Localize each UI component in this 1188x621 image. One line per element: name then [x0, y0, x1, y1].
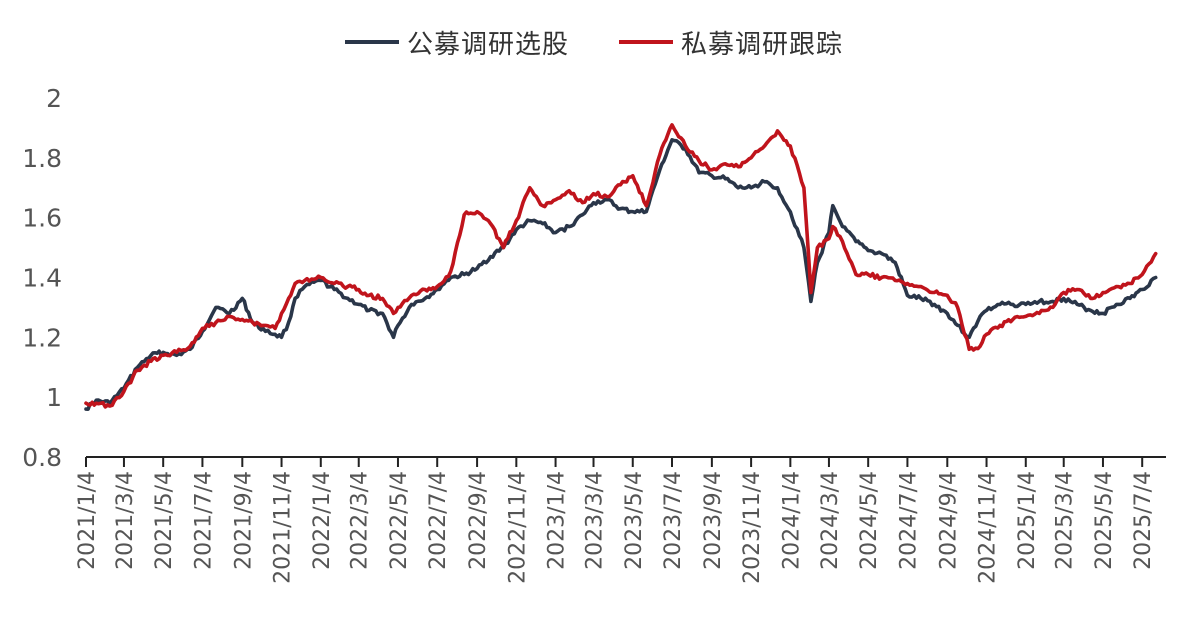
- x-tick-label: 2023/7/4: [661, 471, 686, 570]
- x-tick-label: 2024/7/4: [896, 471, 921, 570]
- x-tick-label: 2022/5/4: [387, 471, 412, 570]
- x-tick-label: 2023/1/4: [545, 471, 570, 570]
- x-tick-label: 2021/9/4: [231, 471, 256, 570]
- x-tick-label: 2025/7/4: [1131, 471, 1156, 570]
- legend-item-public: 公募调研选股: [344, 24, 569, 61]
- x-tick-label: 2024/5/4: [857, 471, 882, 570]
- x-tick-label: 2023/3/4: [583, 471, 608, 570]
- x-tick-label: 2021/7/4: [191, 471, 216, 570]
- y-tick-label: 2: [46, 84, 62, 113]
- x-tick-label: 2023/11/4: [740, 471, 765, 584]
- x-tick-label: 2024/9/4: [936, 471, 961, 570]
- y-tick-label: 1.6: [22, 204, 62, 233]
- x-tick-label: 2022/11/4: [505, 471, 530, 584]
- series-line-public: [84, 138, 1158, 411]
- x-tick-label: 2022/1/4: [310, 471, 335, 570]
- x-tick-label: 2024/3/4: [818, 471, 843, 570]
- legend: 公募调研选股 私募调研跟踪: [0, 22, 1188, 62]
- series-line-private: [84, 123, 1158, 409]
- x-tick-label: 2021/3/4: [113, 471, 138, 570]
- x-tick-label: 2025/1/4: [1015, 471, 1040, 570]
- x-tick-label: 2021/5/4: [152, 471, 177, 570]
- x-tick-label: 2021/11/4: [271, 471, 296, 584]
- legend-swatch-private: [619, 40, 673, 44]
- y-tick-label: 1.4: [22, 264, 62, 293]
- y-tick-label: 1: [46, 383, 62, 412]
- x-tick-label: 2023/9/4: [701, 471, 726, 570]
- x-tick-label: 2022/3/4: [348, 471, 373, 570]
- x-tick-label: 2025/5/4: [1092, 471, 1117, 570]
- x-tick-label: 2022/9/4: [466, 471, 491, 570]
- legend-swatch-public: [344, 40, 399, 44]
- legend-label-private: 私募调研跟踪: [681, 29, 844, 60]
- legend-label-public: 公募调研选股: [406, 29, 569, 60]
- y-tick-label: 1.2: [22, 323, 62, 352]
- y-tick-label: 1.8: [22, 144, 62, 173]
- x-tick-label: 2024/1/4: [779, 471, 804, 570]
- x-tick-label: 2023/5/4: [622, 471, 647, 570]
- y-tick-label: 0.8: [22, 443, 62, 472]
- legend-item-private: 私募调研跟踪: [619, 24, 843, 61]
- x-tick-label: 2021/1/4: [75, 471, 100, 570]
- x-tick-label: 2025/3/4: [1053, 471, 1078, 570]
- x-tick-label: 2022/7/4: [426, 471, 451, 570]
- x-tick-label: 2024/11/4: [976, 471, 1001, 584]
